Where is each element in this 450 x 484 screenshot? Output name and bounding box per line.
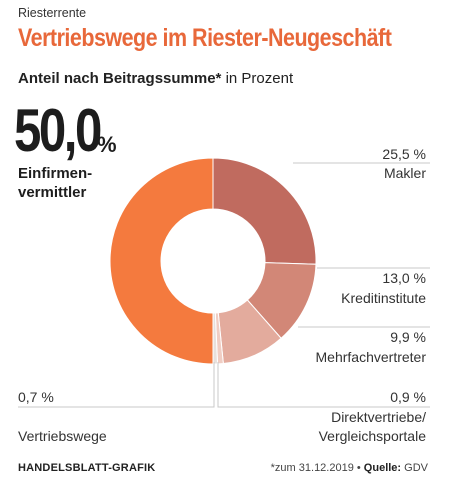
highlight-label-line1: Einfirmen-: [18, 165, 93, 182]
label-kreditinstitute-value: 13,0 %: [382, 270, 426, 286]
footer-note-date: *zum 31.12.2019 •: [270, 462, 364, 474]
label-makler-name: Makler: [383, 165, 426, 181]
subtitle: Anteil nach Beitragssumme* in Prozent: [18, 70, 293, 87]
highlight-value: 50,0: [14, 97, 102, 164]
highlight-label: Einfirmen-vermittler: [18, 164, 138, 202]
label-vertriebswege-name: Vertriebswege: [18, 428, 107, 444]
slice-makler: [212, 157, 317, 265]
subtitle-rest: in Prozent: [221, 70, 294, 87]
label-vertriebswege-value: 0,7 %: [18, 389, 54, 405]
donut-slices: [109, 157, 317, 365]
footer-note: *zum 31.12.2019 • Quelle: GDV: [271, 462, 428, 474]
label-mehrfachvertreter-value: 9,9 %: [390, 329, 426, 345]
label-makler-value: 25,5 %: [382, 146, 426, 162]
label-direktvertriebe-name-line2: Vergleichsportale: [318, 428, 426, 444]
highlight-label-line2: vermittler: [18, 184, 87, 201]
leader-direktvertriebe: [217, 362, 430, 408]
footer-source-label: Quelle:: [363, 462, 402, 474]
leader-lines: [18, 162, 430, 408]
label-direktvertriebe-value: 0,9 %: [390, 389, 426, 405]
leader-vertriebswege: [18, 362, 215, 408]
kicker: Riesterrente: [18, 6, 87, 20]
label-direktvertriebe-name-line1: Direktvertriebe/: [331, 409, 426, 425]
label-mehrfachvertreter-name: Mehrfachvertreter: [315, 349, 426, 365]
label-kreditinstitute-name: Kreditinstitute: [341, 290, 426, 306]
slice-einfirmenvermittler: [109, 157, 214, 365]
highlight-unit: %: [97, 132, 117, 157]
footer-source: GDV: [401, 462, 428, 474]
subtitle-bold: Anteil nach Beitragssumme*: [18, 70, 222, 87]
headline: Vertriebswege im Riester-Neugeschäft: [18, 24, 392, 52]
footer-credit: HANDELSBLATT-GRAFIK: [18, 462, 156, 474]
